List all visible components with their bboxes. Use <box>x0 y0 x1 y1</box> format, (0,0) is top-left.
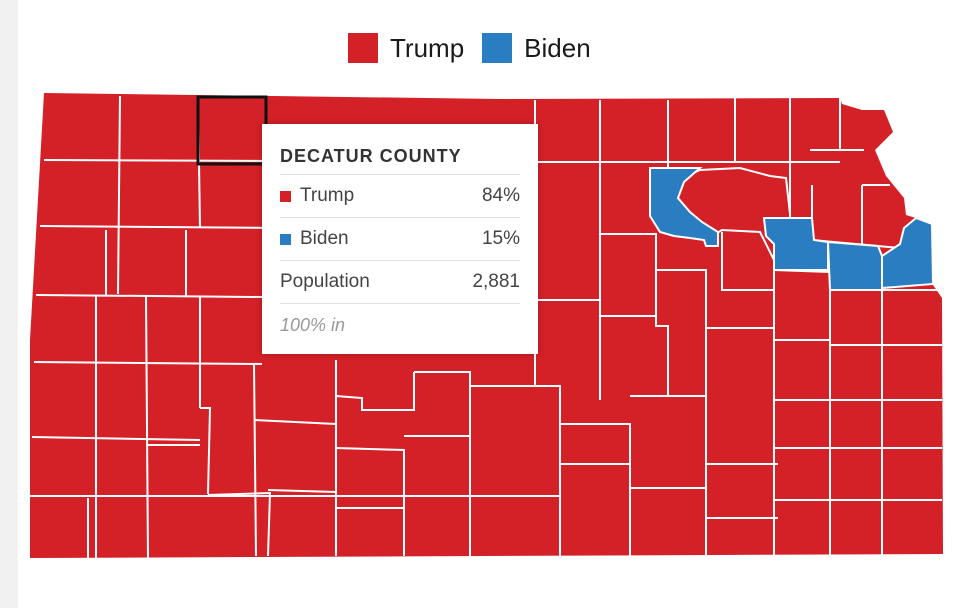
legend-label-biden: Biden <box>524 32 591 63</box>
tooltip-reporting-status: 100% in <box>280 315 346 335</box>
tooltip-county-name: DECATUR COUNTY <box>280 138 520 175</box>
tooltip-label-biden: Biden <box>300 228 349 249</box>
tooltip-swatch-biden <box>280 233 291 245</box>
county-riley <box>649 167 719 247</box>
legend-item-biden: Biden <box>482 33 591 64</box>
legend-swatch-biden <box>482 33 513 63</box>
tooltip-value-population: 2,881 <box>472 271 520 292</box>
tooltip-row-trump: Trump 84% <box>280 175 520 218</box>
legend-item-trump: Trump <box>348 33 464 64</box>
county-tooltip: DECATUR COUNTY Trump 84% Biden 15% Popul… <box>262 124 538 354</box>
tooltip-label-trump: Trump <box>300 185 355 206</box>
biden-counties <box>649 167 935 291</box>
tooltip-value-biden: 15% <box>481 228 520 249</box>
map-legend: Trump Biden <box>348 30 609 66</box>
page-edge-strip <box>0 0 18 608</box>
legend-label-trump: Trump <box>390 32 465 63</box>
legend-swatch-trump <box>348 33 378 63</box>
tooltip-row-biden: Biden 15% <box>280 218 520 261</box>
tooltip-value-trump: 84% <box>481 185 520 206</box>
tooltip-swatch-trump <box>280 190 291 202</box>
county-johnson-wyandotte <box>881 216 935 290</box>
tooltip-row-population: Population 2,881 <box>280 261 520 304</box>
tooltip-label-population: Population <box>280 271 370 292</box>
county-shawnee <box>762 217 829 271</box>
county-douglas <box>826 240 883 291</box>
